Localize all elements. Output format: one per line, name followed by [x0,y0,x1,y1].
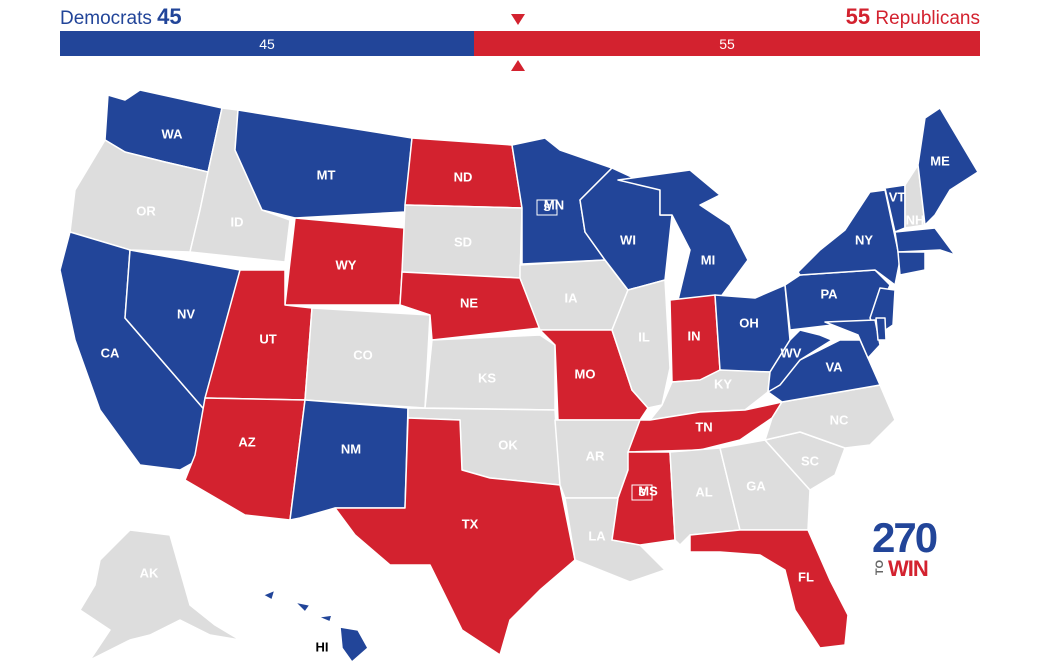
logo-number: 270 [872,514,938,561]
state-az[interactable] [184,397,306,521]
label-ca: CA [101,345,120,360]
majority-marker-bottom-icon [511,60,525,71]
state-wv[interactable] [767,329,833,393]
label-il: IL [638,329,650,344]
democrats-total: Democrats 45 [60,4,182,30]
label-oh: OH [739,315,759,330]
label-hi: HI [316,639,329,654]
republicans-total: 55 Republicans [846,4,980,30]
state-md[interactable] [824,319,881,359]
state-hi[interactable] [262,589,369,663]
label-mt: MT [317,167,336,182]
label-vt: VT [889,189,906,204]
label-in: IN [688,328,701,343]
label-va: VA [825,359,843,374]
label-ks: KS [478,370,496,385]
special-election-icon-mn [536,199,558,216]
logo-to: TO [874,560,886,576]
republicans-label: Republicans [875,8,980,29]
state-nm[interactable] [289,399,409,521]
label-ia: IA [565,290,579,305]
label-nc: NC [830,412,849,427]
democrats-label: Democrats [60,8,152,29]
label-co: CO [353,347,373,362]
majority-marker-top-icon [511,14,525,25]
label-tx: TX [462,516,479,531]
label-pa: PA [820,286,838,301]
270towin-logo: 270 TO WIN [872,514,952,582]
republicans-bar-segment: 55 [474,31,980,56]
state-ak[interactable] [79,529,241,661]
label-ar: AR [586,448,605,463]
label-mn: MN [544,197,564,212]
label-nv: NV [177,306,195,321]
state-de[interactable] [875,317,887,341]
label-al: AL [695,484,712,499]
label-ne: NE [460,295,478,310]
republicans-count: 55 [845,4,871,29]
label-id: ID [231,214,244,229]
label-wa: WA [162,126,184,141]
label-ny: NY [855,232,873,247]
label-la: LA [588,528,606,543]
seat-count-header: Democrats 45 55 Republicans [0,0,1050,30]
label-wv: WV [781,345,802,360]
label-nd: ND [454,169,473,184]
special-election-mark-mn: S [543,202,550,214]
state-me[interactable] [917,107,979,226]
label-tn: TN [695,419,712,434]
label-ut: UT [259,331,276,346]
state-il[interactable] [611,279,671,409]
label-ok: OK [498,437,518,452]
label-ms: MS [638,483,658,498]
label-ky: KY [714,376,732,391]
label-az: AZ [238,434,255,449]
label-or: OR [136,203,156,218]
state-nc[interactable] [764,384,896,449]
label-ga: GA [746,478,766,493]
label-sc: SC [801,453,820,468]
special-election-mark-ms: S [638,487,645,499]
label-me: ME [930,153,950,168]
state-ks[interactable] [424,334,556,411]
label-mo: MO [575,366,596,381]
label-nh: NH [906,212,925,227]
state-fl[interactable] [689,529,849,649]
state-mt[interactable] [234,109,413,219]
label-nm: NM [341,441,361,456]
label-fl: FL [798,569,814,584]
seat-balance-bar: 45 55 [60,31,980,56]
label-wy: WY [336,257,357,272]
special-election-icon-ms [631,484,653,501]
democrats-bar-segment: 45 [60,31,474,56]
democrats-count: 45 [157,4,182,29]
logo-win: WIN [888,556,929,581]
state-ga[interactable] [719,439,811,531]
label-wi: WI [620,232,636,247]
state-tx[interactable] [334,417,576,656]
state-ma[interactable] [894,227,956,256]
label-sd: SD [454,234,472,249]
label-mi: MI [701,252,715,267]
state-ny[interactable] [797,189,901,286]
label-ak: AK [140,565,159,580]
state-ct[interactable] [897,251,926,276]
